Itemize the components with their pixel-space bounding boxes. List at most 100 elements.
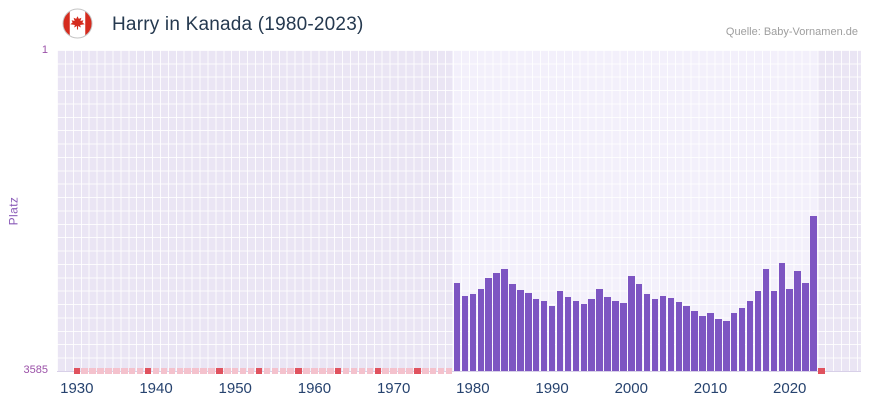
y-tick-top: 1 [41, 44, 48, 56]
unranked-marker-1935 [113, 368, 120, 374]
unranked-marker-1970 [390, 368, 397, 374]
bar-2004[interactable] [659, 295, 667, 371]
unranked-marker-1950 [231, 368, 239, 374]
bar-2021[interactable] [794, 270, 801, 371]
unranked-marker-red-1958 [295, 368, 302, 374]
unranked-marker-1962 [327, 368, 334, 374]
bar-1982[interactable] [485, 277, 492, 371]
bar-1979[interactable] [461, 295, 469, 371]
x-tick-1990: 1990 [535, 380, 569, 397]
x-tick-2020: 2020 [773, 380, 807, 397]
bar-2018[interactable] [770, 290, 778, 371]
bar-1981[interactable] [477, 288, 485, 371]
page-title: Harry in Kanada (1980-2023) [112, 14, 364, 35]
x-tick-2000: 2000 [614, 380, 648, 397]
unranked-marker-1961 [319, 368, 326, 374]
bar-2003[interactable] [651, 298, 659, 371]
canada-flag-icon [62, 8, 93, 39]
bar-1985[interactable] [509, 283, 516, 371]
unranked-marker-1946 [200, 368, 207, 374]
source-credit: Quelle: Baby-Vornamen.de [725, 26, 858, 38]
bar-1987[interactable] [525, 292, 532, 371]
unranked-marker-1977 [445, 368, 453, 374]
unranked-marker-1964 [342, 368, 350, 374]
x-tick-1940: 1940 [139, 380, 173, 397]
bar-2020[interactable] [786, 288, 793, 371]
maple-leaf-icon [70, 16, 85, 30]
unranked-marker-1960 [311, 368, 318, 374]
unranked-marker-red-1930 [73, 368, 81, 374]
bar-2002[interactable] [643, 293, 651, 371]
bar-2022[interactable] [802, 282, 809, 371]
bar-1999[interactable] [620, 302, 627, 371]
bar-2017[interactable] [762, 268, 770, 371]
unranked-marker-1956 [279, 368, 286, 374]
unranked-marker-1933 [97, 368, 104, 374]
bar-2005[interactable] [667, 297, 675, 371]
unranked-marker-1936 [121, 368, 128, 374]
bar-1995[interactable] [588, 298, 595, 371]
unranked-marker-1943 [176, 368, 183, 374]
bar-1986[interactable] [517, 289, 524, 371]
bar-1989[interactable] [540, 300, 548, 371]
bar-1994[interactable] [580, 303, 587, 371]
bar-1998[interactable] [612, 300, 619, 371]
unranked-marker-1941 [160, 368, 168, 374]
bar-2013[interactable] [731, 312, 738, 371]
bar-1997[interactable] [604, 296, 611, 371]
bar-2023[interactable] [810, 215, 817, 371]
unranked-marker-1940 [152, 368, 160, 374]
y-axis-label-text: Platz [6, 196, 20, 225]
unranked-marker-1945 [192, 368, 199, 374]
bar-1993[interactable] [572, 300, 580, 371]
plot-area [57, 50, 861, 374]
x-axis: 1930 1940 1950 1960 1970 1980 1990 2000 2010 2020 [57, 380, 861, 402]
bar-2008[interactable] [691, 310, 698, 371]
unranked-marker-red-1948 [216, 368, 223, 374]
bar-1991[interactable] [556, 290, 564, 371]
unranked-marker-red-1953 [255, 368, 263, 374]
bar-1988[interactable] [532, 298, 540, 371]
unranked-marker-1952 [247, 368, 255, 374]
unranked-marker-1938 [136, 368, 144, 374]
bar-2000[interactable] [628, 275, 635, 371]
unranked-marker-1976 [437, 368, 445, 374]
x-tick-1970: 1970 [376, 380, 411, 397]
bar-1992[interactable] [564, 296, 572, 371]
bar-2016[interactable] [754, 290, 762, 371]
unranked-marker-1972 [406, 368, 413, 374]
bar-1983[interactable] [493, 272, 500, 371]
bar-2006[interactable] [675, 301, 683, 371]
bar-2019[interactable] [778, 262, 786, 371]
bar-2011[interactable] [715, 318, 722, 371]
unranked-marker-1969 [382, 368, 389, 374]
bar-2015[interactable] [746, 300, 754, 371]
unranked-marker-1975 [430, 368, 437, 374]
bars-layer [57, 50, 861, 374]
bar-1996[interactable] [596, 288, 603, 371]
bar-1990[interactable] [548, 305, 556, 371]
unranked-marker-1931 [81, 368, 88, 374]
unranked-marker-1955 [271, 368, 279, 374]
bar-2012[interactable] [723, 320, 730, 371]
bar-1980[interactable] [469, 293, 477, 371]
x-tick-1950: 1950 [218, 380, 252, 397]
bar-2010[interactable] [707, 312, 714, 371]
bar-1984[interactable] [501, 268, 508, 371]
unranked-marker-red-1963 [334, 368, 342, 374]
bar-2014[interactable] [738, 307, 746, 371]
unranked-marker-red-1968 [374, 368, 382, 374]
x-tick-2010: 2010 [693, 380, 728, 397]
bar-2007[interactable] [683, 305, 690, 371]
unranked-marker-1959 [303, 368, 310, 374]
x-tick-1980: 1980 [456, 380, 490, 397]
unranked-marker-1965 [350, 368, 358, 374]
unranked-marker-1949 [224, 368, 231, 374]
unranked-marker-1966 [358, 368, 366, 374]
bar-2001[interactable] [635, 283, 643, 371]
bar-2009[interactable] [699, 315, 706, 371]
unranked-marker-1957 [287, 368, 294, 374]
bar-1978[interactable] [453, 282, 461, 371]
unranked-marker-red-1939 [144, 368, 152, 374]
